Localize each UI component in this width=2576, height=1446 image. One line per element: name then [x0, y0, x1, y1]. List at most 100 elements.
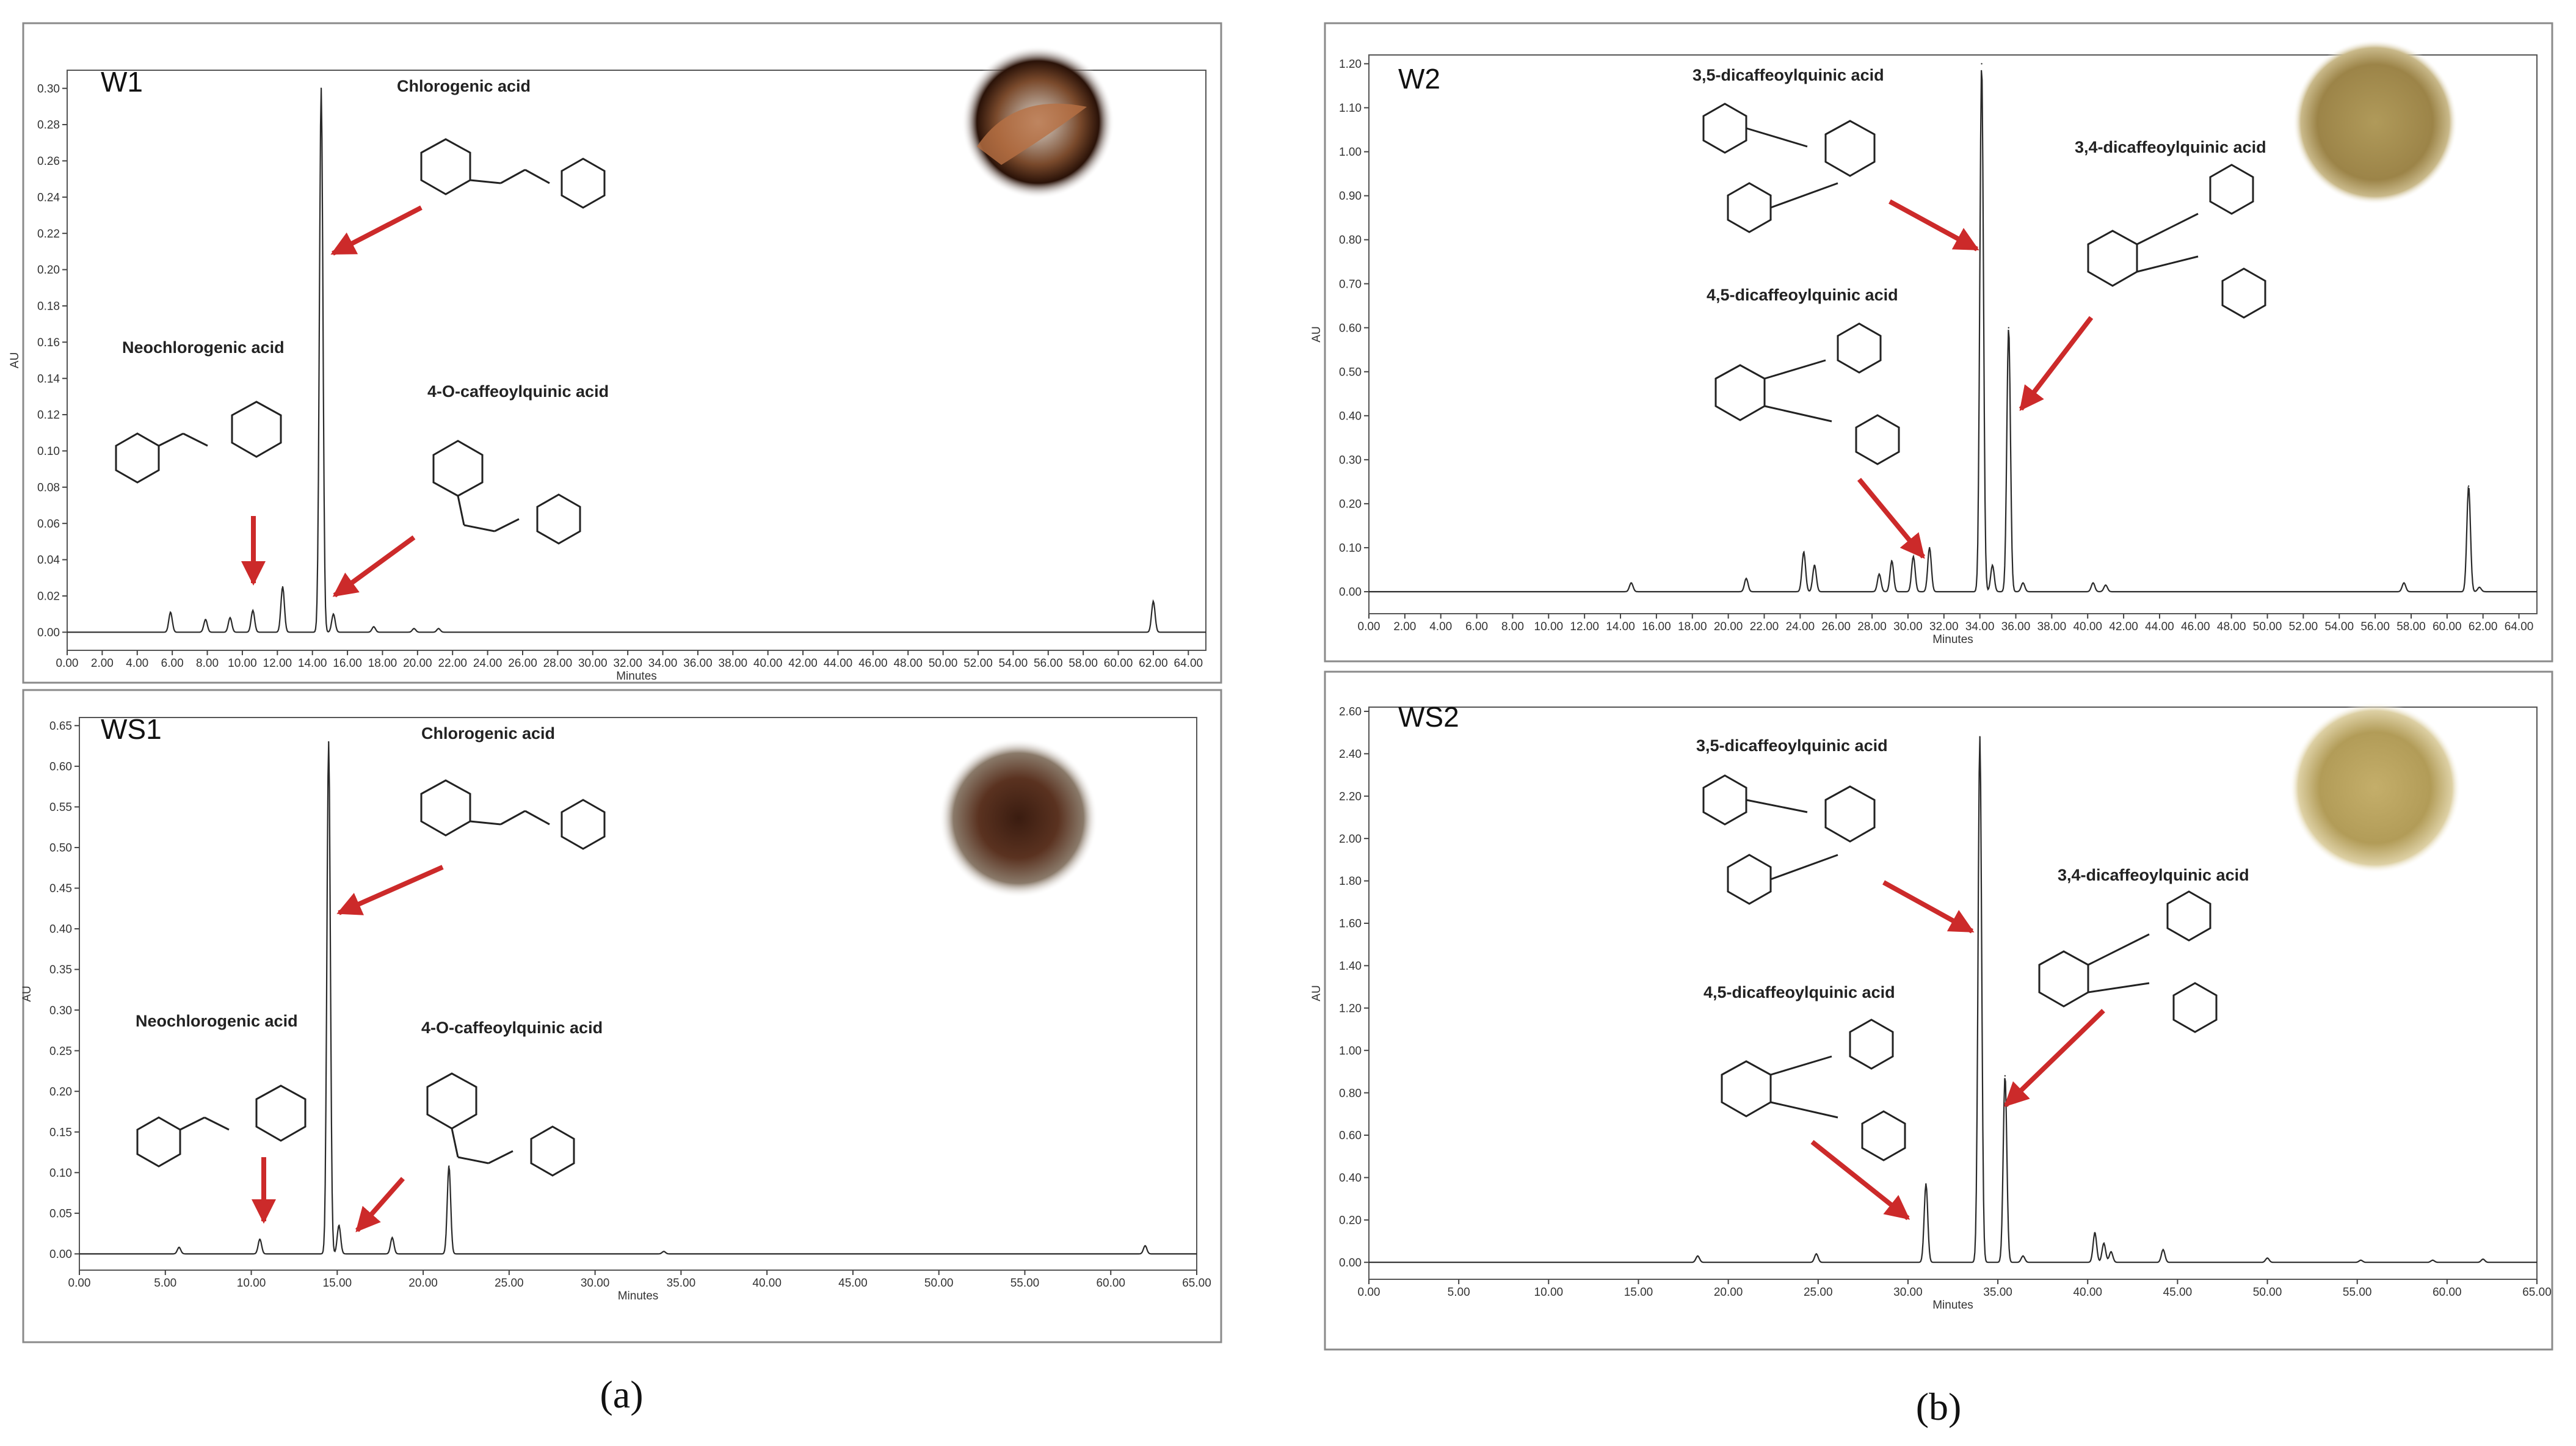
ws2-ytick-label: 1.40 [1339, 960, 1362, 973]
ws2-peak-point [1697, 1255, 1699, 1257]
w1-ytick-label: 0.02 [37, 590, 60, 603]
w1-xtick-label: 0.00 [56, 657, 79, 670]
ws2-peak-point [1979, 736, 1981, 738]
w1-xtick-label: 54.00 [999, 657, 1028, 670]
ws2-peak-point [2110, 1251, 2112, 1253]
ws1-ytick-label: 0.15 [49, 1126, 72, 1139]
ws2-xtick-label: 30.00 [1893, 1286, 1923, 1299]
w1-ytick-label: 0.20 [37, 264, 60, 277]
ws2-xtick-label: 35.00 [1983, 1286, 2012, 1299]
ws2-xtick-label: 15.00 [1624, 1286, 1653, 1299]
ws1-xtick-label: 10.00 [237, 1277, 266, 1290]
ws1-xtick-label: 45.00 [838, 1277, 868, 1290]
w1-xtick-label: 32.00 [613, 657, 642, 670]
ws1-title: WS1 [101, 713, 162, 745]
structure-w2-35dcqa [1702, 103, 1876, 233]
w1-ytick-label: 0.28 [37, 119, 60, 132]
w2-label-35dcqa: 3,5-dicaffeoylquinic acid [1693, 66, 1884, 84]
ws1-ytick-label: 0.35 [49, 964, 72, 976]
w2-ytick-label: 0.20 [1339, 498, 1362, 511]
structure-w1-neochlorogenic [115, 401, 282, 484]
w2-xtick-label: 38.00 [2037, 620, 2067, 633]
ws2-peak-point [1925, 1183, 1927, 1185]
w2-xtick-label: 50.00 [2253, 620, 2282, 633]
arrow-ws2-34dcqa [2004, 1009, 2105, 1107]
structure-ws2-35dcqa [1702, 774, 1876, 905]
ws1-xtick-label: 60.00 [1096, 1277, 1125, 1290]
w2-xtick-label: 12.00 [1570, 620, 1599, 633]
w2-peak-point [1929, 547, 1931, 549]
w1-ytick-label: 0.16 [37, 336, 60, 349]
ws1-peak-point [259, 1238, 261, 1240]
w1-xtick-label: 30.00 [578, 657, 608, 670]
ws1-xtick-label: 65.00 [1182, 1277, 1211, 1290]
ws2-xtick-label: 40.00 [2073, 1286, 2102, 1299]
w2-xtick-label: 60.00 [2433, 620, 2462, 633]
w1-ytick-label: 0.10 [37, 445, 60, 458]
w2-xtick-label: 46.00 [2181, 620, 2210, 633]
w2-xtick-label: 8.00 [1501, 620, 1524, 633]
ws2-xtick-label: 5.00 [1448, 1286, 1470, 1299]
ws1-xtick-label: 50.00 [924, 1277, 954, 1290]
ws1-label-neochlorogenic: Neochlorogenic acid [136, 1012, 298, 1030]
w1-label-4ocq: 4-O-caffeoylquinic acid [427, 382, 609, 401]
w2-ytick-label: 1.10 [1339, 102, 1362, 115]
ws2-peak-point [2482, 1258, 2484, 1260]
w1-xtick-label: 4.00 [126, 657, 148, 670]
arrow-w2-34dcqa [2019, 316, 2094, 412]
w1-ytick-label: 0.08 [37, 481, 60, 494]
w2-peak-point [1630, 582, 1632, 584]
chart-w1: 0.00 2.00 4.00 6.00 8.00 10.00 12.00 14.00 16.00… [9, 66, 1206, 683]
ws2-ytick-label: 1.80 [1339, 875, 1362, 888]
ws2-ytick-label: 0.00 [1339, 1257, 1362, 1270]
arrow-ws2-45dcqa [1810, 1139, 1910, 1221]
arrow-w2-35dcqa [1888, 199, 1979, 252]
w2-xtick-label: 62.00 [2469, 620, 2498, 633]
ws2-xtick-label: 10.00 [1534, 1286, 1564, 1299]
w2-xtick-label: 40.00 [2073, 620, 2102, 633]
w2-ytick-label: 1.20 [1339, 58, 1362, 71]
ws2-ytick-label: 2.00 [1339, 833, 1362, 846]
structure-w2-45dcqa [1714, 322, 1900, 465]
w1-ytick-label: 0.14 [37, 372, 60, 385]
w2-xtick-label: 44.00 [2145, 620, 2174, 633]
w1-xtick-label: 20.00 [403, 657, 432, 670]
w1-label-chlorogenic: Chlorogenic acid [397, 77, 531, 95]
ws2-xtick-label: 45.00 [2163, 1286, 2193, 1299]
ws2-xtick-label: 65.00 [2522, 1286, 2552, 1299]
sample-photo-w1-detail [977, 103, 1087, 165]
w2-xtick-label: 16.00 [1642, 620, 1671, 633]
w1-peak-point [332, 613, 335, 615]
w1-xtick-label: 6.00 [161, 657, 184, 670]
w1-peak-point [205, 619, 206, 620]
w1-xtick-label: 46.00 [858, 657, 888, 670]
w1-xtick-label: 12.00 [263, 657, 292, 670]
ws2-peak-point [2094, 1232, 2096, 1233]
ws2-label-35dcqa: 3,5-dicaffeoylquinic acid [1696, 736, 1888, 755]
structure-ws2-34dcqa [2038, 890, 2218, 1033]
w2-xtick-label: 36.00 [2001, 620, 2031, 633]
ws2-ytick-label: 0.60 [1339, 1130, 1362, 1143]
ws1-ytick-label: 0.20 [49, 1086, 72, 1099]
ws2-peak-point [2022, 1255, 2024, 1257]
w2-xtick-label: 30.00 [1893, 620, 1923, 633]
ws1-xlabel: Minutes [618, 1290, 659, 1302]
w2-xtick-label: 24.00 [1786, 620, 1815, 633]
arrow-w2-45dcqa [1857, 478, 1926, 559]
w1-xtick-label: 56.00 [1034, 657, 1063, 670]
w1-xtick-label: 48.00 [893, 657, 923, 670]
w2-ytick-label: 0.00 [1339, 586, 1362, 599]
ws1-xtick-label: 25.00 [495, 1277, 524, 1290]
w1-ylabel: AU [9, 352, 21, 368]
ws2-xtick-label: 20.00 [1714, 1286, 1743, 1299]
w1-peak-point [1152, 600, 1155, 603]
w2-peak-point [1745, 578, 1747, 579]
w1-xtick-label: 8.00 [196, 657, 219, 670]
w2-peak-point [1981, 63, 1983, 65]
w2-xtick-label: 18.00 [1678, 620, 1707, 633]
w1-plot-area [67, 70, 1206, 651]
ws2-peak-point [2162, 1249, 2164, 1251]
ws1-peak-point [448, 1165, 450, 1167]
ws1-peak-point [1144, 1244, 1146, 1247]
w2-xtick-label: 10.00 [1534, 620, 1564, 633]
